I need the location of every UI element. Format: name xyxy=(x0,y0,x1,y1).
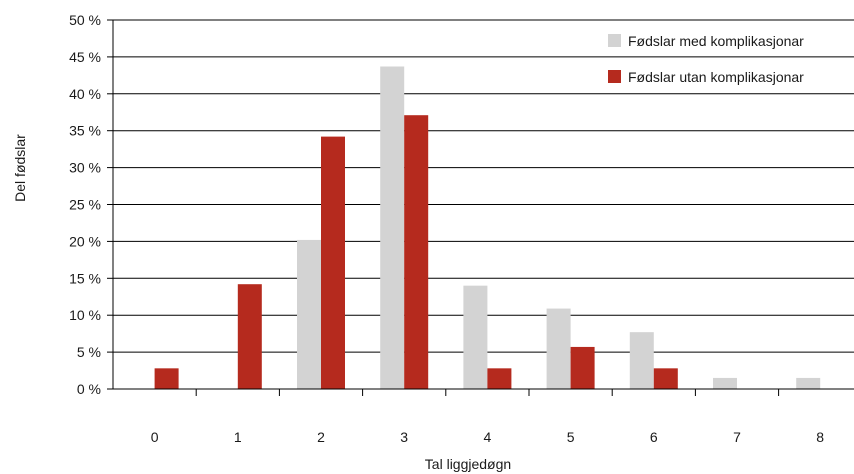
bar-med-4 xyxy=(463,285,488,389)
y-tick-label: 15 % xyxy=(69,270,101,286)
bar-utan-0 xyxy=(154,368,179,389)
y-tick-label: 10 % xyxy=(69,307,101,323)
bar-utan-5 xyxy=(570,346,595,389)
bar-med-3 xyxy=(380,66,405,389)
x-tick-label: 1 xyxy=(234,429,242,445)
y-tick-label: 0 % xyxy=(77,381,101,397)
x-tick-label: 0 xyxy=(151,429,159,445)
y-tick-label: 20 % xyxy=(69,233,101,249)
gridlines xyxy=(113,19,854,353)
legend-label-utan: Fødslar utan komplikasjonar xyxy=(628,69,804,85)
bar-med-8 xyxy=(796,377,821,389)
bars xyxy=(154,66,821,390)
y-tick-label: 5 % xyxy=(77,344,101,360)
x-tick-label: 3 xyxy=(400,429,408,445)
x-tick-label: 6 xyxy=(650,429,658,445)
x-tick-label: 4 xyxy=(484,429,492,445)
bar-med-2 xyxy=(297,239,321,389)
x-axis-title: Tal liggjedøgn xyxy=(425,456,511,472)
x-tick-label: 8 xyxy=(816,429,824,445)
bar-utan-3 xyxy=(404,115,429,390)
x-axis-ticks: 0 1 2 3 4 5 6 7 8 xyxy=(151,389,824,445)
bar-utan-6 xyxy=(653,368,678,389)
x-tick-label: 5 xyxy=(567,429,575,445)
y-tick-label: 35 % xyxy=(69,123,101,139)
bar-utan-4 xyxy=(487,368,512,389)
bar-med-5 xyxy=(546,308,571,389)
legend: Fødslar med komplikasjonar Fødslar utan … xyxy=(608,33,804,85)
bar-med-6 xyxy=(629,332,654,389)
bar-med-7 xyxy=(713,377,737,389)
y-axis-ticks: 0 % 5 % 10 % 15 % 20 % 25 % 30 % 35 % 40 % 45 % 50… xyxy=(69,12,113,397)
y-tick-label: 40 % xyxy=(69,86,101,102)
legend-label-med: Fødslar med komplikasjonar xyxy=(628,33,804,49)
y-tick-label: 25 % xyxy=(69,197,101,213)
legend-swatch-med xyxy=(608,34,621,47)
y-tick-label: 30 % xyxy=(69,160,101,176)
bar-utan-1 xyxy=(237,284,262,389)
bar-utan-2 xyxy=(321,136,345,389)
x-tick-label: 7 xyxy=(733,429,741,445)
x-tick-label: 2 xyxy=(317,429,325,445)
y-tick-label: 45 % xyxy=(69,49,101,65)
legend-swatch-utan xyxy=(608,70,621,83)
y-tick-label: 50 % xyxy=(69,12,101,28)
y-axis-title: Del fødslar xyxy=(12,134,28,202)
